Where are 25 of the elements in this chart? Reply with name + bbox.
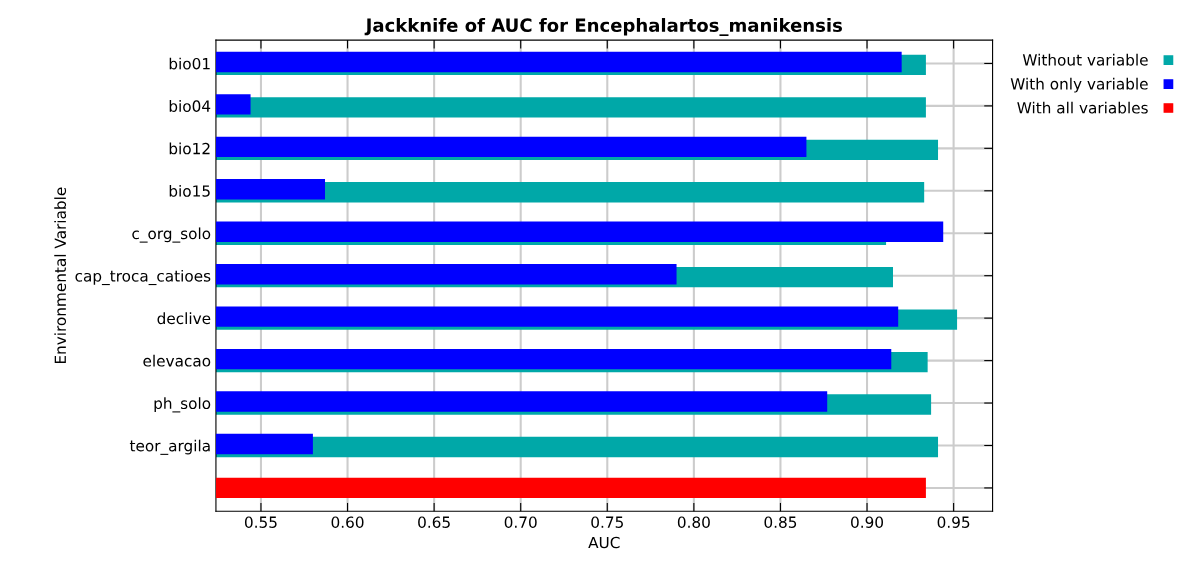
y-tick-label: c_org_solo [132, 227, 211, 243]
x-axis-title: AUC [588, 536, 620, 549]
y-tick-label: declive [157, 312, 211, 325]
y-tick-label: teor_argila [129, 439, 210, 455]
y-tick-label: bio12 [169, 142, 210, 155]
y-tick-label: bio15 [169, 184, 210, 197]
legend-label: Without variable [1022, 53, 1148, 66]
y-tick-label: bio04 [169, 100, 211, 112]
x-tick-label: 0.80 [677, 516, 710, 528]
x-tick-label: 0.90 [851, 516, 884, 528]
x-tick-label: 0.55 [244, 516, 277, 528]
y-tick-label: bio01 [169, 57, 210, 70]
y-tick-label: ph_solo [154, 397, 211, 413]
x-tick-label: 0.60 [331, 516, 364, 528]
x-tick-label: 0.70 [504, 516, 537, 528]
x-tick-label: 0.95 [937, 516, 970, 528]
y-tick-label: elevacao [143, 354, 211, 367]
legend-label: With only variable [1010, 77, 1148, 93]
chart-title: Jackknife of AUC for Encephalartos_manikensis [364, 18, 842, 37]
y-tick-label: cap_troca_catioes [75, 269, 211, 286]
x-tick-label: 0.75 [591, 516, 623, 528]
y-axis-title: Environmental Variable [54, 187, 67, 364]
legend-label: With all variables [1017, 101, 1148, 114]
x-tick-label: 0.65 [418, 516, 450, 528]
x-tick-label: 0.85 [764, 516, 797, 528]
